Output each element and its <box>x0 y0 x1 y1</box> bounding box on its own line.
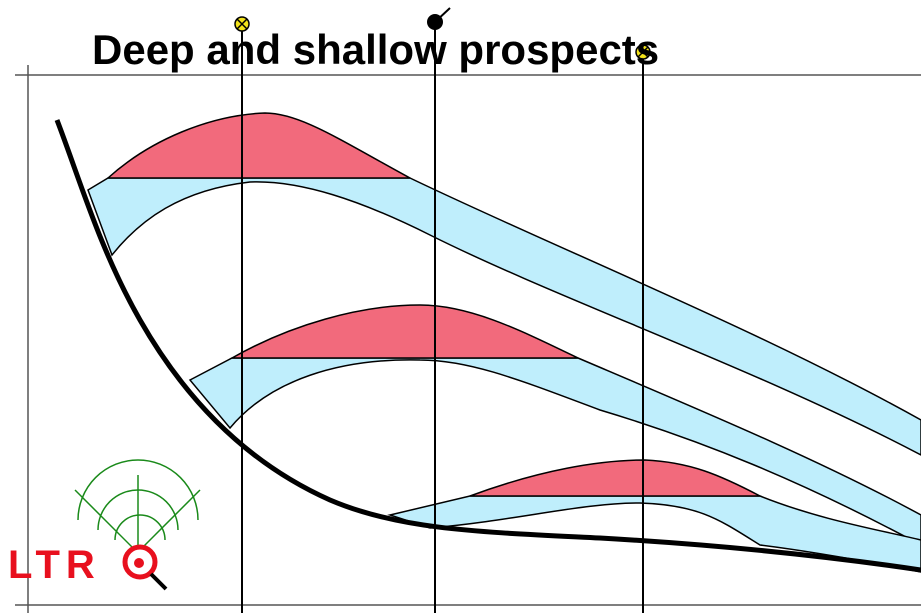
trap <box>106 112 411 179</box>
trap <box>229 304 579 359</box>
reservoir-band <box>87 177 921 456</box>
reservoir-band <box>387 495 921 573</box>
logo-text: LTR <box>8 543 101 587</box>
trap <box>469 459 761 497</box>
well-symbol-dry <box>234 16 250 32</box>
well-symbol-oil <box>427 7 451 30</box>
title: Deep and shallow prospects <box>92 26 659 73</box>
fault <box>54 119 921 573</box>
logo-magnifier <box>122 544 168 591</box>
well-symbol-dry <box>635 44 651 60</box>
reservoir-band <box>188 357 921 546</box>
